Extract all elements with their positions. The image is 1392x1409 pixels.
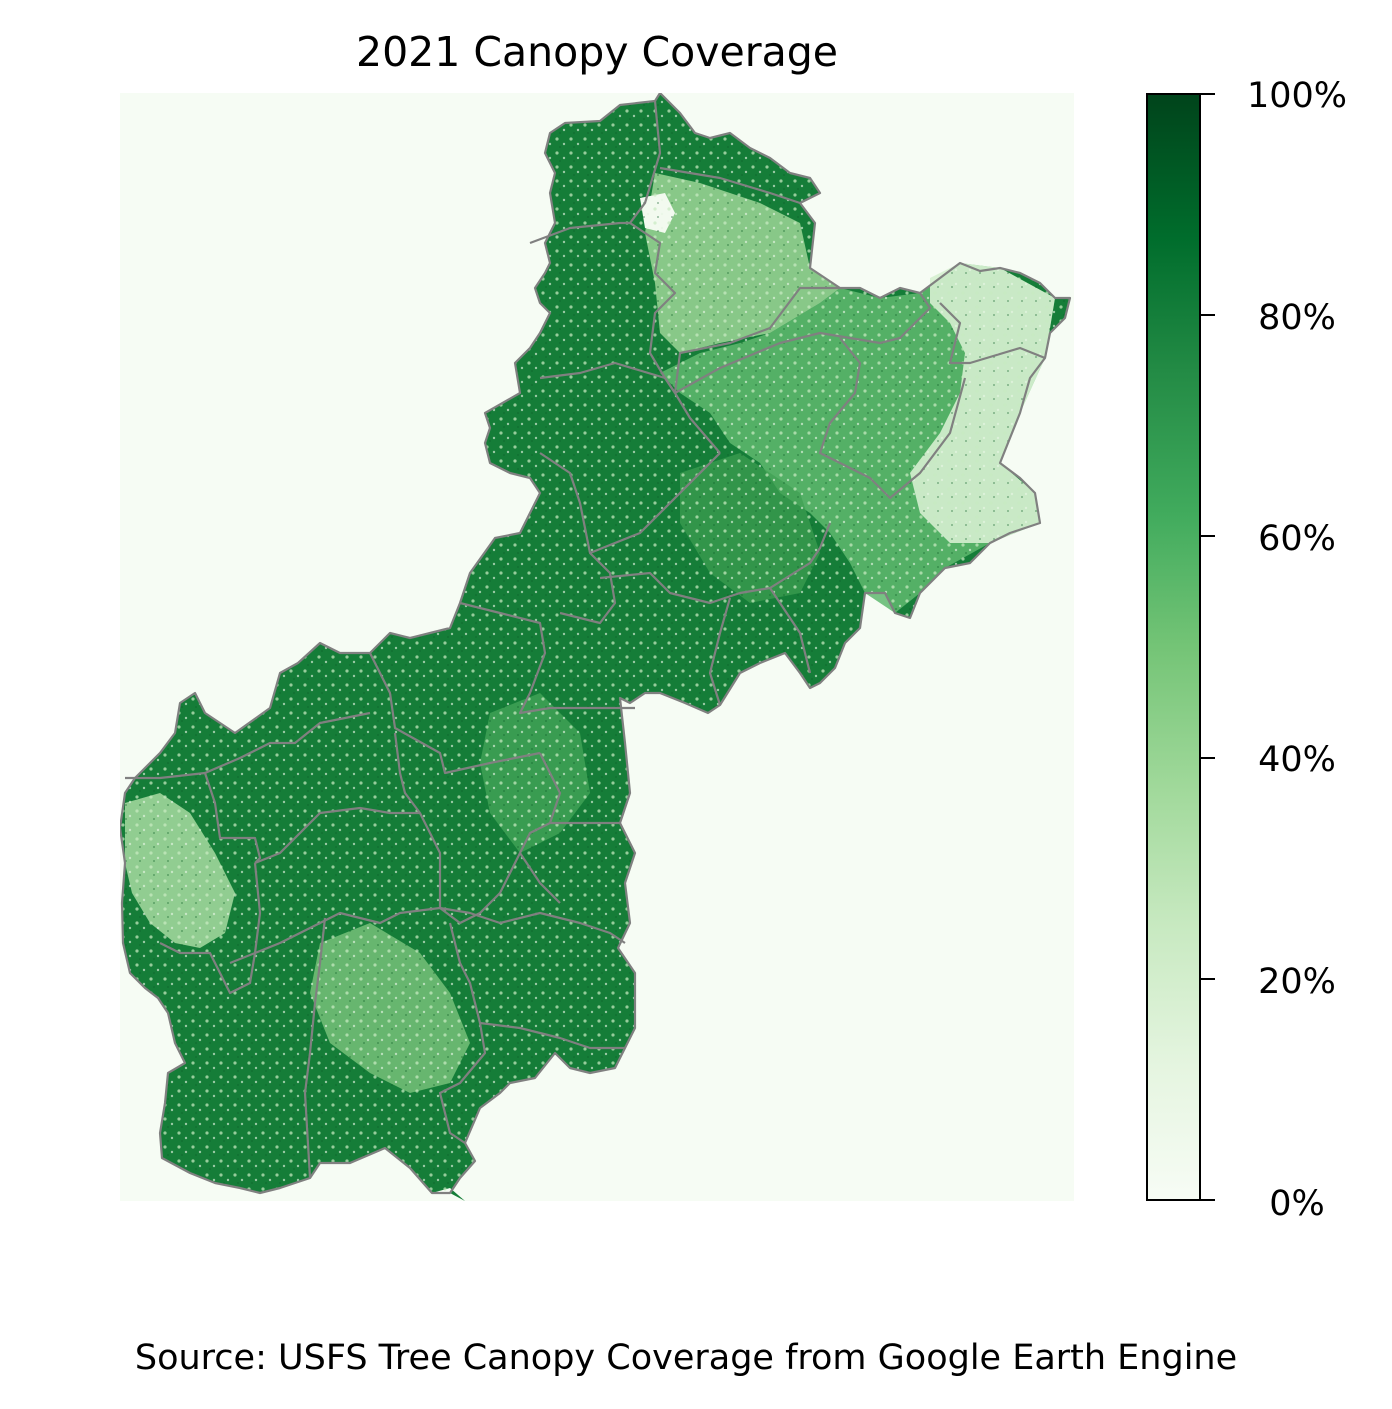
colorbar-tick — [1201, 757, 1215, 759]
colorbar-tick — [1201, 535, 1215, 537]
map-panel — [120, 93, 1074, 1201]
boundary-c-3 — [518, 752, 562, 904]
colorbar-tick — [1201, 93, 1215, 95]
map-title: 2021 Canopy Coverage — [356, 28, 838, 76]
boundary-c-2 — [369, 652, 541, 775]
boundary-w-4 — [254, 806, 420, 865]
colorbar-tick-label: 40% — [1258, 740, 1336, 780]
boundary-s-4 — [479, 1021, 625, 1050]
colorbar-tick-label: 60% — [1258, 519, 1336, 559]
source-caption: Source: USFS Tree Canopy Coverage from G… — [134, 1338, 1238, 1378]
boundary-mid-2 — [539, 452, 617, 625]
boundary-s-2 — [303, 917, 327, 1179]
boundary-w-2 — [204, 711, 371, 775]
boundary-ne-2 — [818, 337, 967, 500]
boundary-c-5 — [439, 852, 521, 925]
region-outline — [120, 93, 1072, 1195]
boundary-w-1 — [125, 771, 262, 864]
colorbar-tick — [1201, 1199, 1215, 1201]
district-boundaries — [120, 93, 1072, 1195]
boundary-mid-5 — [708, 597, 732, 706]
boundary-mid-3 — [589, 452, 721, 555]
colorbar-tick — [1201, 314, 1215, 316]
boundary-north-1 — [628, 100, 677, 394]
boundary-s-3 — [438, 922, 487, 1144]
boundary-s-5 — [499, 911, 626, 944]
boundary-w-5 — [159, 862, 262, 995]
boundary-s-1 — [229, 906, 501, 965]
canopy-texture — [120, 93, 1070, 1193]
colorbar-tick — [1201, 978, 1215, 980]
colorbar-tick-label: 20% — [1258, 962, 1336, 1002]
boundary-north-5 — [674, 292, 932, 394]
boundary-ne-1 — [939, 302, 1046, 365]
boundary-mid-1 — [539, 361, 721, 454]
boundary-north-3 — [529, 221, 630, 245]
boundary-c-1 — [459, 601, 635, 715]
boundary-north-4 — [673, 286, 840, 394]
canopy-map — [120, 93, 1072, 1201]
colorbar-tick-label: 0% — [1269, 1184, 1325, 1224]
boundary-north-2 — [659, 166, 801, 205]
colorbar — [1146, 93, 1201, 1201]
boundary-mid-4 — [599, 522, 832, 605]
boundary-w-3 — [393, 732, 442, 908]
colorbar-tick-label: 100% — [1246, 76, 1348, 116]
colorbar-tick-label: 80% — [1258, 298, 1336, 338]
boundary-mid-6 — [769, 587, 812, 674]
